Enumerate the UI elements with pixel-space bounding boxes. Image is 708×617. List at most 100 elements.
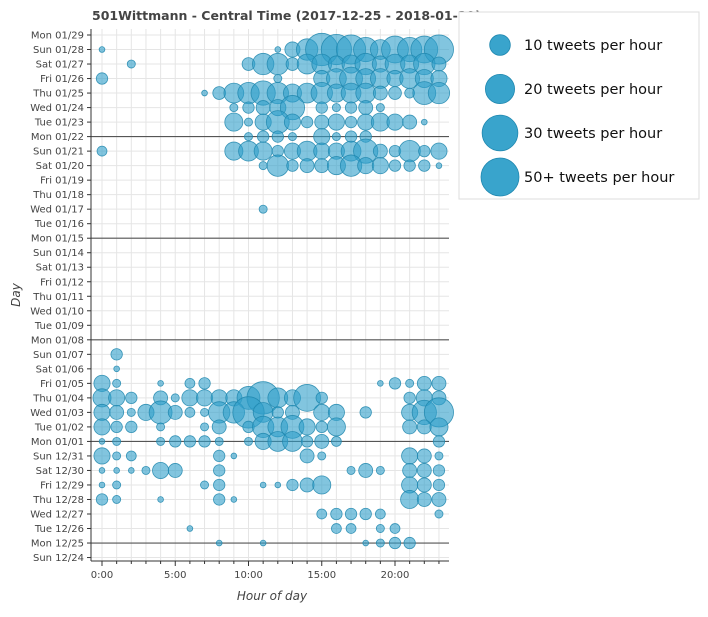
y-tick-label: Sun 12/24 bbox=[33, 553, 84, 564]
data-point bbox=[430, 142, 448, 160]
data-point bbox=[315, 391, 328, 405]
data-point bbox=[435, 162, 443, 169]
data-point bbox=[316, 508, 328, 520]
data-point bbox=[93, 403, 111, 421]
legend-label: 50+ tweets per hour bbox=[524, 170, 674, 186]
data-point bbox=[398, 140, 421, 163]
data-point bbox=[331, 103, 341, 113]
data-point bbox=[401, 447, 419, 465]
data-point bbox=[386, 113, 404, 131]
data-point bbox=[95, 72, 109, 85]
data-point bbox=[266, 154, 289, 177]
data-point bbox=[403, 159, 416, 172]
data-point bbox=[112, 495, 122, 504]
data-point bbox=[183, 435, 197, 448]
data-point bbox=[344, 115, 358, 129]
data-point bbox=[156, 436, 166, 446]
data-point bbox=[300, 115, 314, 129]
data-point bbox=[184, 378, 196, 389]
data-point bbox=[181, 389, 199, 407]
data-point bbox=[388, 159, 402, 172]
data-point bbox=[186, 525, 194, 532]
x-axis-label: Hour of day bbox=[237, 589, 308, 603]
data-point bbox=[271, 406, 284, 419]
data-point bbox=[213, 493, 226, 506]
data-point bbox=[416, 375, 432, 391]
data-point bbox=[112, 436, 122, 446]
data-point bbox=[371, 157, 389, 175]
x-tick-label: 10:00 bbox=[234, 570, 263, 581]
data-point bbox=[416, 448, 432, 464]
legend-label: 10 tweets per hour bbox=[524, 38, 662, 54]
legend-label: 30 tweets per hour bbox=[524, 126, 662, 142]
data-point bbox=[405, 378, 415, 388]
data-point bbox=[244, 132, 253, 142]
y-tick-label: Thu 01/18 bbox=[32, 190, 84, 201]
y-tick-label: Wed 01/10 bbox=[30, 306, 84, 317]
y-tick-label: Mon 01/15 bbox=[31, 234, 84, 245]
y-tick-label: Sat 01/20 bbox=[36, 161, 84, 172]
y-tick-label: Sat 01/13 bbox=[36, 263, 84, 274]
data-point bbox=[429, 417, 449, 437]
y-tick-label: Sat 01/27 bbox=[36, 60, 84, 71]
data-point bbox=[108, 389, 126, 407]
data-point bbox=[213, 449, 226, 463]
data-point bbox=[152, 461, 170, 479]
data-point bbox=[299, 158, 315, 174]
data-point bbox=[169, 435, 182, 448]
data-point bbox=[331, 523, 342, 534]
y-tick-label: Fri 01/05 bbox=[40, 379, 84, 390]
data-point bbox=[93, 447, 111, 465]
data-point bbox=[344, 507, 358, 521]
data-point bbox=[184, 407, 196, 418]
data-point bbox=[170, 393, 180, 403]
data-point bbox=[299, 477, 315, 493]
data-point bbox=[374, 508, 386, 520]
data-point bbox=[314, 434, 330, 449]
data-point bbox=[266, 52, 289, 76]
data-point bbox=[257, 130, 270, 143]
y-tick-label: Tue 12/26 bbox=[34, 524, 84, 535]
data-point bbox=[167, 463, 183, 478]
data-point bbox=[427, 81, 451, 105]
data-point bbox=[372, 85, 388, 101]
data-point bbox=[330, 507, 343, 521]
data-point bbox=[201, 89, 208, 97]
y-tick-label: Mon 01/01 bbox=[31, 437, 84, 448]
y-tick-label: Sun 12/31 bbox=[33, 451, 84, 462]
data-point bbox=[331, 436, 342, 447]
data-point bbox=[242, 101, 255, 114]
data-point bbox=[434, 509, 444, 519]
data-point bbox=[377, 380, 384, 387]
data-point bbox=[274, 46, 282, 53]
data-point bbox=[358, 463, 374, 478]
data-point bbox=[110, 420, 123, 434]
axis-layer: Mon 01/29 Sun 01/28 Sat 01/27 Fri 01/26 Thu … bbox=[30, 29, 449, 581]
legend-marker bbox=[489, 34, 511, 56]
data-point bbox=[125, 391, 138, 405]
data-point bbox=[126, 407, 136, 417]
data-point bbox=[253, 141, 273, 161]
data-point bbox=[273, 74, 283, 83]
y-tick-label: Tue 01/02 bbox=[34, 422, 84, 433]
y-axis-label: Day bbox=[9, 282, 23, 307]
data-point bbox=[403, 391, 416, 405]
y-tick-label: Wed 01/17 bbox=[30, 205, 84, 216]
data-point bbox=[126, 59, 136, 69]
data-point bbox=[375, 524, 385, 533]
data-point bbox=[98, 467, 106, 474]
y-tick-label: Wed 12/27 bbox=[30, 509, 84, 520]
data-point bbox=[315, 101, 328, 114]
data-point bbox=[283, 113, 301, 131]
y-tick-label: Mon 01/08 bbox=[31, 335, 84, 346]
data-point bbox=[112, 378, 122, 388]
x-tick-label: 15:00 bbox=[307, 570, 336, 581]
data-point bbox=[402, 419, 418, 435]
data-point bbox=[229, 103, 239, 113]
y-tick-label: Sun 01/07 bbox=[33, 350, 84, 361]
data-point bbox=[274, 481, 282, 489]
y-tick-label: Thu 01/25 bbox=[32, 89, 84, 100]
data-point bbox=[300, 435, 314, 448]
x-tick-label: 5:00 bbox=[164, 570, 186, 581]
data-point bbox=[230, 496, 238, 503]
